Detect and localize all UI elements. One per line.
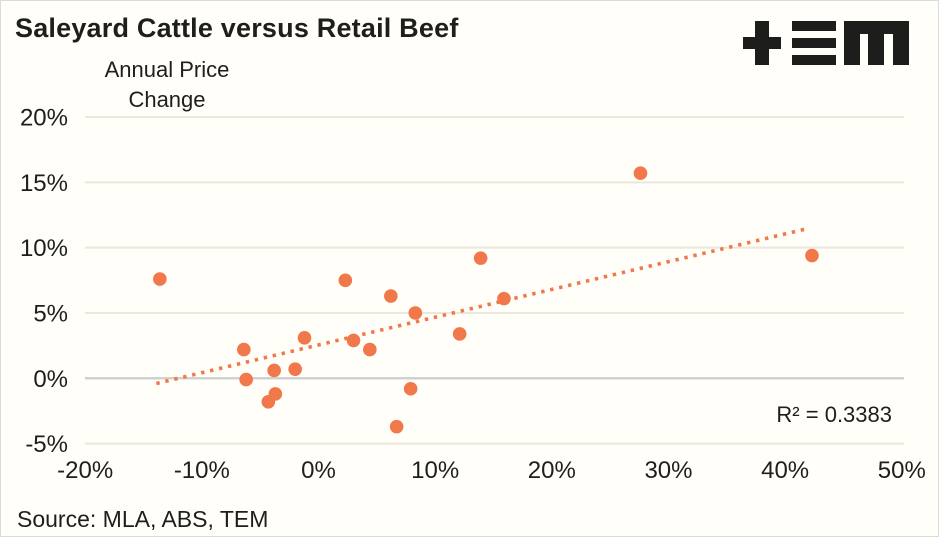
- x-tick-label: 30%: [644, 457, 692, 484]
- data-point: [338, 273, 353, 288]
- source-note: Source: MLA, ABS, TEM: [17, 506, 269, 532]
- y-tick-label: -5%: [25, 431, 68, 458]
- data-point: [268, 387, 283, 401]
- x-tick-label: 20%: [528, 457, 576, 484]
- data-point: [267, 363, 281, 378]
- y-tick-label: 5%: [33, 300, 68, 327]
- data-point: [237, 342, 251, 357]
- data-point: [346, 333, 361, 348]
- y-tick-label: 20%: [20, 105, 68, 132]
- data-point: [363, 342, 377, 357]
- y-axis-title-line1: Annual Price: [104, 57, 230, 82]
- tem-logo-icon: [743, 21, 909, 65]
- data-point: [473, 251, 488, 265]
- data-point: [805, 248, 819, 263]
- data-point: [288, 362, 302, 376]
- x-tick-label: 10%: [411, 457, 459, 484]
- x-tick-label: -20%: [57, 457, 113, 484]
- y-axis-title: Annual Price Change: [96, 55, 238, 115]
- data-point: [153, 272, 167, 286]
- data-point: [408, 306, 423, 320]
- x-tick-label: 40%: [761, 457, 809, 484]
- y-tick-label: 0%: [33, 366, 68, 393]
- y-tick-label: 10%: [20, 235, 68, 262]
- data-point: [297, 331, 312, 345]
- data-point: [452, 327, 467, 341]
- data-point: [633, 166, 648, 181]
- x-tick-label: -10%: [174, 457, 230, 484]
- data-point: [384, 289, 398, 303]
- trendline: [155, 226, 811, 386]
- data-point: [497, 291, 511, 306]
- data-point: [403, 381, 418, 396]
- x-tick-label: 0%: [301, 457, 336, 484]
- y-axis-title-line2: Change: [128, 87, 206, 112]
- r-squared-annotation: R² = 0.3383: [776, 402, 892, 427]
- x-tick-label: 50%: [878, 457, 926, 484]
- data-point: [239, 372, 253, 387]
- chart-title: Saleyard Cattle versus Retail Beef: [15, 13, 459, 43]
- data-point: [389, 419, 404, 434]
- y-tick-label: 15%: [20, 170, 68, 197]
